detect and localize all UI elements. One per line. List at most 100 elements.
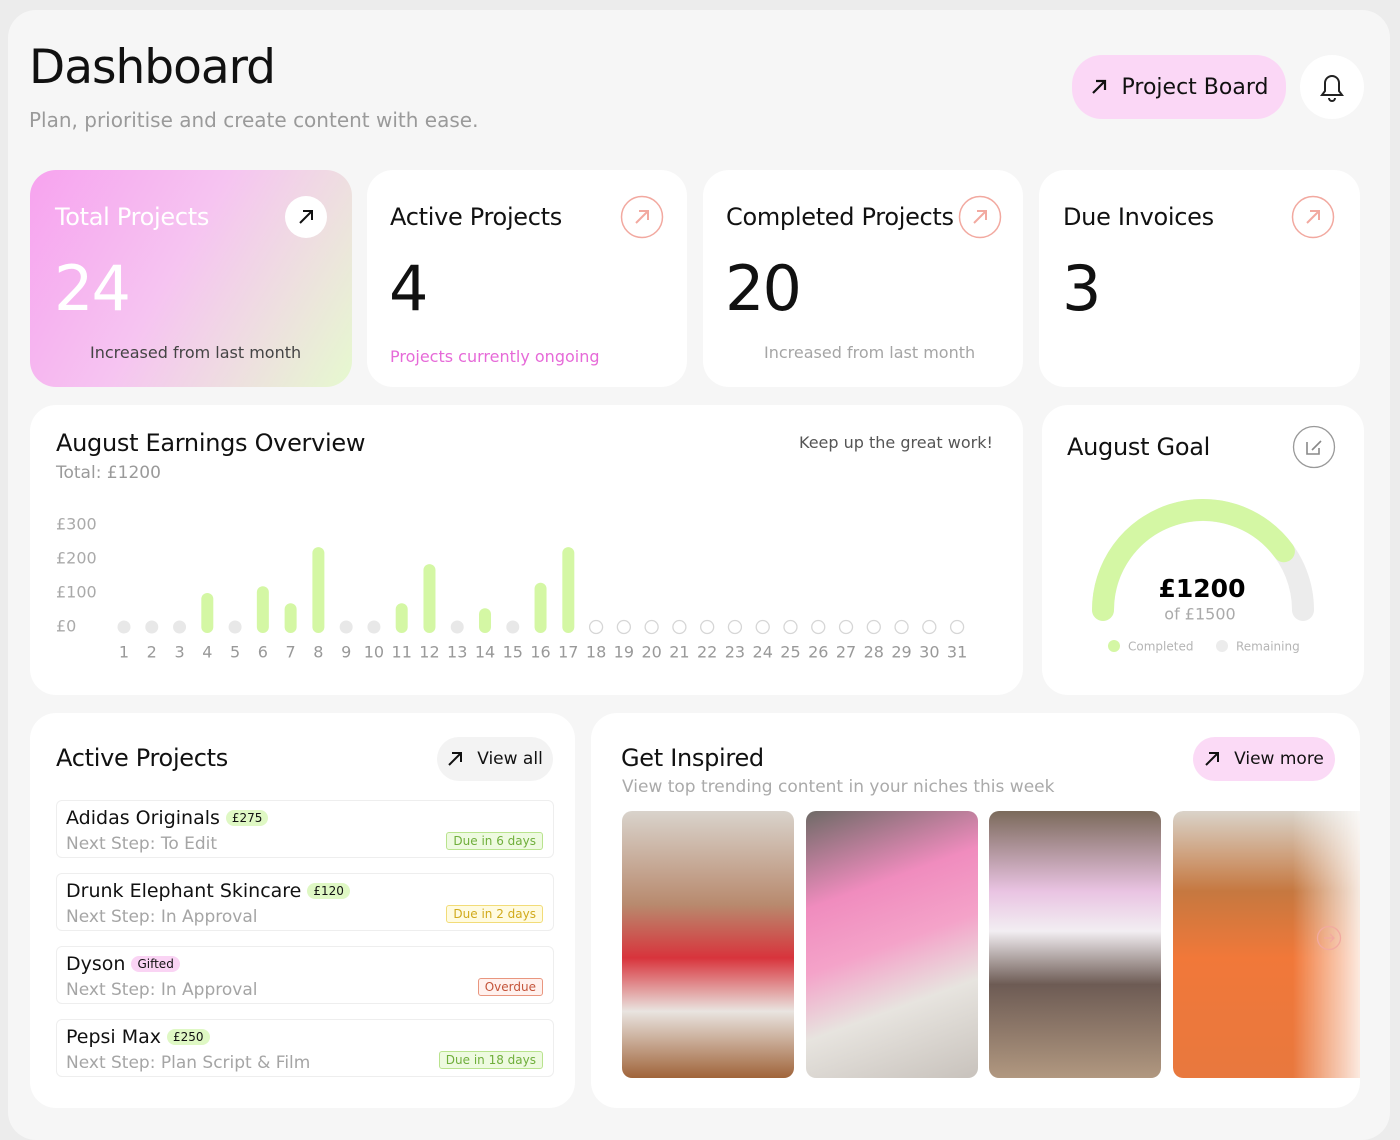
empty-day (755, 619, 770, 635)
stat-value: 20 (725, 252, 802, 325)
x-tick-label: 16 (530, 643, 550, 662)
inspiration-image[interactable] (989, 811, 1161, 1078)
empty-day (588, 619, 604, 635)
project-name-text: Drunk Elephant Skincare (66, 880, 302, 902)
y-tick-label: £200 (56, 549, 97, 568)
active-projects-card: Active Projects View all Adidas Original… (30, 713, 575, 1108)
x-tick-label: 27 (836, 643, 856, 662)
inspiration-image[interactable] (1173, 811, 1360, 1078)
project-tag: Gifted (131, 956, 180, 972)
empty-day (922, 619, 937, 635)
stat-card[interactable]: Total Projects 24 Increased from last mo… (30, 170, 352, 387)
due-badge: Due in 18 days (438, 1051, 543, 1069)
project-step: Next Step: Plan Script & Film (66, 1053, 311, 1073)
open-icon (1291, 195, 1335, 239)
project-name: Adidas Originals £275 (66, 807, 269, 829)
x-tick-label: 25 (780, 643, 800, 662)
zero-day (173, 620, 187, 634)
bar (562, 547, 575, 633)
project-name-text: Pepsi Max (66, 1026, 162, 1048)
x-tick-label: 29 (891, 643, 911, 662)
stat-label: Active Projects (390, 203, 562, 231)
inspiration-image[interactable] (806, 811, 978, 1078)
section-subtitle: View top trending content in your niches… (622, 777, 1055, 797)
empty-day (866, 619, 881, 635)
empty-day (644, 619, 659, 635)
x-tick-label: 10 (364, 643, 384, 662)
stat-card[interactable]: Completed Projects 20 Increased from las… (703, 170, 1023, 387)
arrow-icon (1091, 79, 1106, 94)
empty-day (727, 619, 743, 635)
empty-day (894, 619, 909, 635)
empty-day (672, 619, 687, 635)
zero-day (367, 620, 381, 634)
project-step: Next Step: To Edit (66, 834, 218, 854)
stat-note: Increased from last month (90, 343, 302, 362)
project-row[interactable]: Drunk Elephant Skincare £120 Next Step: I… (56, 873, 554, 931)
y-tick-label: £0 (56, 617, 76, 636)
chart-title: August Earnings Overview (56, 429, 366, 457)
project-board-button[interactable]: Project Board (1072, 55, 1286, 119)
x-tick-label: 31 (947, 643, 967, 662)
x-tick-label: 21 (669, 643, 689, 662)
goal-value: £1200 (1159, 574, 1246, 603)
project-step: Next Step: In Approval (66, 980, 258, 1000)
x-tick-label: 22 (697, 643, 717, 662)
project-row[interactable]: Adidas Originals £275 Next Step: To Edit … (56, 800, 554, 858)
next-button[interactable] (1316, 925, 1342, 951)
project-tag: £120 (307, 883, 350, 899)
page-subtitle: Plan, prioritise and create content with… (29, 108, 479, 132)
stat-card[interactable]: Active Projects 4 Projects currently ong… (367, 170, 687, 387)
stat-label: Due Invoices (1063, 203, 1214, 231)
project-row[interactable]: Pepsi Max £250 Next Step: Plan Script & F… (56, 1019, 554, 1077)
bar (256, 586, 269, 633)
gauge: £1200 of £1500 Completed Remaining (1092, 499, 1314, 654)
bell-icon (1320, 75, 1344, 102)
x-tick-label: 24 (753, 643, 773, 662)
legend-label: Remaining (1236, 640, 1300, 654)
button-label: Project Board (1121, 74, 1269, 100)
edit-icon[interactable] (1292, 425, 1336, 469)
x-tick-label: 26 (808, 643, 828, 662)
zero-day (450, 620, 464, 634)
project-step: Next Step: In Approval (66, 907, 258, 927)
bar (423, 564, 436, 633)
notifications-button[interactable] (1300, 55, 1364, 119)
gauge-completed (1092, 499, 1295, 621)
section-title: Get Inspired (621, 744, 764, 772)
goal-card: August Goal £1200 of £1500 Completed Remain… (1042, 405, 1364, 695)
bar (284, 603, 297, 633)
project-name: Dyson Gifted (66, 953, 180, 975)
open-icon (620, 195, 664, 239)
stat-label: Completed Projects (726, 203, 954, 231)
view-all-button[interactable]: View all (437, 737, 553, 781)
x-tick-label: 28 (864, 643, 884, 662)
x-tick-label: 9 (341, 643, 351, 662)
x-tick-label: 12 (419, 643, 439, 662)
x-tick-label: 18 (586, 643, 606, 662)
inspired-card: Get Inspired View top trending content i… (591, 713, 1360, 1108)
due-badge: Overdue (477, 978, 543, 996)
x-tick-label: 2 (147, 643, 157, 662)
empty-day (616, 619, 632, 635)
section-title: Active Projects (56, 744, 228, 772)
inspiration-image[interactable] (622, 811, 794, 1078)
zero-day (117, 620, 131, 634)
project-row[interactable]: Dyson Gifted Next Step: In Approval Overd… (56, 946, 554, 1004)
x-tick-label: 15 (503, 643, 523, 662)
view-more-button[interactable]: View more (1193, 737, 1335, 781)
stat-label: Total Projects (55, 203, 210, 231)
arrow-icon (448, 752, 463, 766)
project-name: Pepsi Max £250 (66, 1026, 210, 1048)
bar (312, 547, 325, 633)
due-badge: Due in 6 days (446, 832, 543, 850)
x-tick-label: 4 (202, 643, 212, 662)
y-tick-label: £300 (56, 515, 97, 534)
open-icon (285, 196, 327, 238)
stat-card[interactable]: Due Invoices 3 (1039, 170, 1360, 387)
zero-day (506, 620, 520, 634)
chart-subtitle: Total: £1200 (56, 463, 161, 483)
chart-note: Keep up the great work! (799, 433, 993, 452)
bar (534, 582, 547, 633)
empty-day (783, 619, 798, 635)
